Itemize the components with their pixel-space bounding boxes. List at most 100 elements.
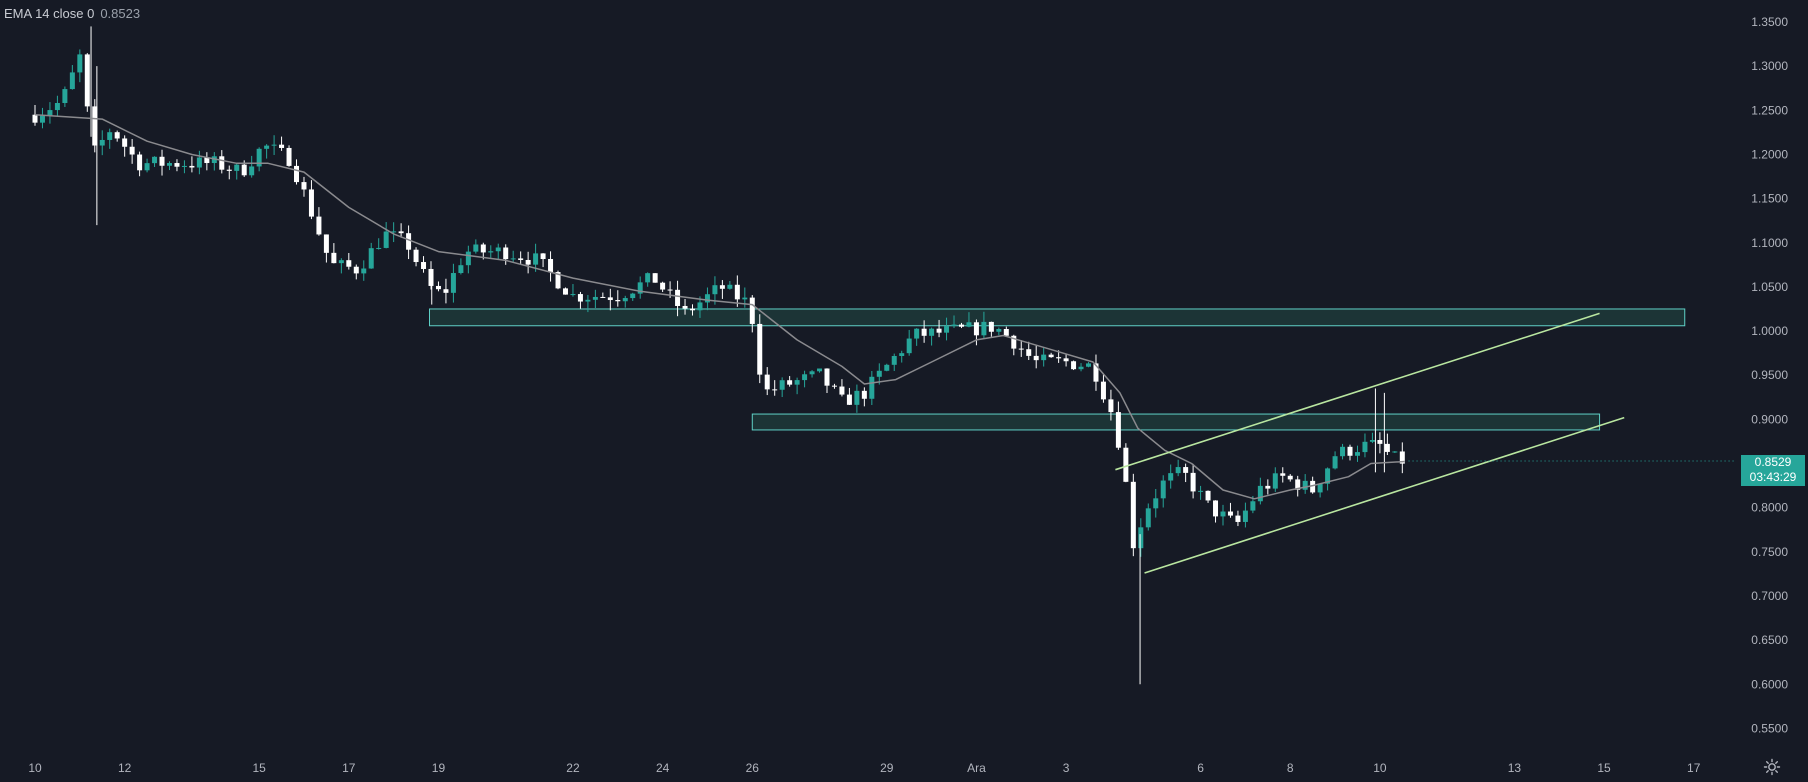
candle: [757, 314, 763, 384]
candle-body: [77, 54, 83, 73]
candle-body: [226, 169, 232, 171]
candle-body: [39, 115, 45, 123]
x-tick-label: 17: [342, 761, 356, 775]
candle-body: [1384, 443, 1390, 452]
channel-lower[interactable]: [1144, 416, 1625, 574]
candle: [592, 289, 598, 309]
candle-body: [1183, 467, 1189, 473]
candle: [1332, 451, 1338, 470]
candle-body: [585, 299, 591, 302]
candle: [323, 234, 329, 263]
candle: [39, 107, 45, 129]
candle: [772, 380, 778, 396]
candle: [428, 261, 434, 290]
candle: [1295, 475, 1301, 497]
candle-body: [944, 326, 950, 333]
candle-body: [839, 386, 845, 395]
y-tick-label: 1.0500: [1751, 280, 1788, 294]
candle: [914, 328, 920, 346]
candle-body: [794, 380, 800, 385]
y-tick-label: 0.6000: [1751, 677, 1788, 691]
candle: [1153, 488, 1159, 518]
ema-legend: EMA 14 close 0 0.8523: [4, 6, 140, 21]
candle-body: [675, 289, 681, 306]
y-tick-label: 0.9000: [1751, 412, 1788, 426]
candle: [944, 317, 950, 341]
candle: [376, 238, 382, 250]
candle: [1048, 352, 1054, 358]
candle: [249, 155, 255, 178]
candle-body: [256, 148, 262, 167]
candle: [264, 144, 270, 159]
candle: [817, 368, 823, 373]
candle-body: [62, 89, 68, 103]
candle: [675, 280, 681, 317]
candle-body: [1310, 480, 1316, 493]
candle: [256, 147, 262, 172]
candle: [996, 327, 1002, 336]
candle: [301, 176, 307, 197]
candle: [1086, 362, 1092, 368]
candle-body: [1071, 361, 1077, 370]
candle: [1235, 510, 1241, 527]
candle: [1041, 347, 1047, 367]
candle-body: [1160, 480, 1166, 499]
settings-gear-icon[interactable]: [1763, 758, 1781, 776]
candle: [1198, 485, 1204, 500]
candle: [1399, 442, 1405, 474]
candle: [107, 128, 113, 149]
lower-zone[interactable]: [751, 413, 1601, 431]
candle-body: [1280, 473, 1286, 476]
candle-body: [600, 296, 606, 298]
candle-body: [450, 273, 456, 293]
candle: [824, 368, 830, 394]
candle-body: [1003, 329, 1009, 336]
candle-body: [1123, 447, 1129, 482]
candle: [1138, 518, 1144, 557]
candle: [1018, 340, 1024, 357]
candle-body: [428, 268, 434, 286]
x-tick-label: 8: [1287, 761, 1294, 775]
y-tick-label: 1.2000: [1751, 147, 1788, 161]
candle-body: [533, 253, 539, 265]
candle-body: [727, 284, 733, 289]
candle-body: [1369, 440, 1375, 442]
candle-body: [488, 251, 494, 253]
time-axis[interactable]: 10 12 15 17 19 22 24 26 29 Ara 3 6 8 10 13 15 17: [28, 761, 1700, 775]
candle-body: [988, 321, 994, 332]
candle: [152, 156, 158, 168]
candle-body: [906, 338, 912, 354]
candle-body: [607, 297, 613, 301]
candle-body: [271, 144, 277, 146]
candle-body: [361, 268, 367, 274]
candle: [279, 136, 285, 151]
candle-body: [1190, 472, 1196, 492]
candle: [1384, 433, 1390, 456]
x-tick-label: 3: [1063, 761, 1070, 775]
ema-14-line[interactable]: [34, 113, 1405, 500]
candle: [129, 139, 135, 164]
upper-zone[interactable]: [429, 308, 1686, 327]
candle: [413, 247, 419, 267]
candle: [652, 273, 658, 283]
candle: [518, 251, 524, 265]
candle: [712, 276, 718, 305]
candle-body: [1145, 508, 1151, 528]
x-tick-label: 24: [656, 761, 670, 775]
candle: [1123, 443, 1129, 483]
candle: [226, 165, 232, 180]
candle-body: [152, 156, 158, 164]
candle-body: [264, 145, 270, 149]
price-axis[interactable]: 1.3500 1.3000 1.2500 1.2000 1.1500 1.1000 1.05…: [1735, 0, 1808, 750]
candle-body: [338, 260, 344, 264]
candle: [831, 383, 837, 389]
candle-body: [69, 72, 75, 90]
candle-body: [652, 273, 658, 283]
channel-upper[interactable]: [1115, 312, 1600, 471]
candle: [958, 322, 964, 329]
candle-body: [757, 323, 763, 375]
candle: [144, 158, 150, 173]
candle: [1287, 474, 1293, 482]
candle-body: [779, 380, 785, 390]
